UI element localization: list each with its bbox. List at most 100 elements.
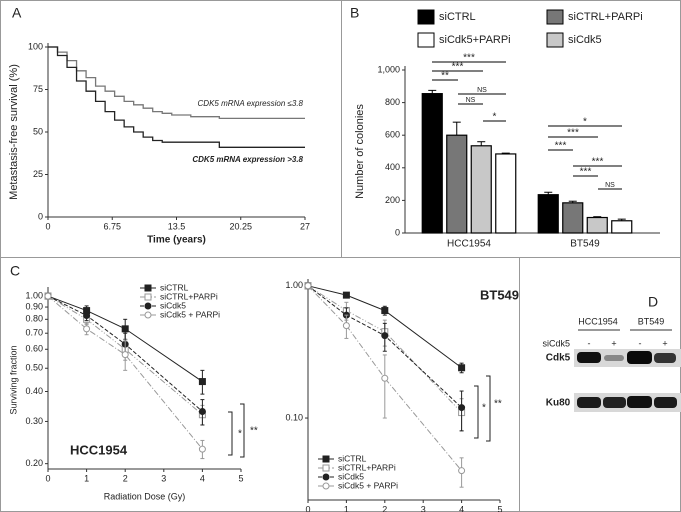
x-tick-label: 4 xyxy=(459,504,464,512)
significance-bracket xyxy=(474,385,479,439)
y-tick-label: 0.30 xyxy=(25,416,43,426)
significance-bracket xyxy=(486,375,491,442)
y-tick-label: 1,000 xyxy=(377,64,400,74)
band xyxy=(577,397,601,408)
significance-label: *** xyxy=(463,53,475,64)
marker xyxy=(342,291,350,299)
y-tick-label: 400 xyxy=(385,162,400,172)
x-tick-label: BT549 xyxy=(570,239,600,250)
treatment-label: siCdk5 xyxy=(542,338,570,348)
x-tick-label: 5 xyxy=(497,504,502,512)
legend-label: siCTRL xyxy=(439,11,476,23)
series-label: CDK5 mRNA expression >3.8 xyxy=(192,155,303,164)
marker xyxy=(381,307,389,315)
x-tick-label: 2 xyxy=(382,504,387,512)
panel-label: C xyxy=(10,263,20,279)
lane-label: + xyxy=(611,338,616,348)
legend-label: siCdk5 + PARPi xyxy=(338,480,398,490)
series-line xyxy=(47,295,203,382)
significance-label: *** xyxy=(452,62,464,73)
significance-label: NS xyxy=(605,182,615,189)
panel-label: B xyxy=(350,5,359,21)
marker xyxy=(322,464,330,472)
marker xyxy=(144,284,152,292)
marker xyxy=(458,364,466,372)
y-tick-label: 0.80 xyxy=(25,314,43,324)
y-tick-label: 0.60 xyxy=(25,344,43,354)
legend-label: siCdk5 + PARPi xyxy=(160,309,220,319)
significance-label: *** xyxy=(567,128,579,139)
x-tick-label: HCC1954 xyxy=(447,239,491,250)
cell-line-label: HCC1954 xyxy=(578,316,618,326)
significance-label: ** xyxy=(441,71,449,82)
cell-line-label: BT549 xyxy=(638,316,665,326)
legend-label: siCdk5 xyxy=(568,34,602,46)
chart-title: BT549 xyxy=(480,287,519,302)
significance-label: ** xyxy=(494,399,502,410)
legend-swatch xyxy=(417,9,435,25)
y-tick-label: 1.00 xyxy=(285,280,303,290)
y-tick-label: 0.10 xyxy=(285,412,303,422)
x-tick-label: 4 xyxy=(200,473,205,483)
marker xyxy=(322,473,330,481)
y-tick-label: 50 xyxy=(33,126,43,136)
band xyxy=(604,355,624,361)
series-line xyxy=(307,285,462,408)
marker xyxy=(322,482,330,490)
marker xyxy=(121,351,129,359)
significance-label: *** xyxy=(580,167,592,178)
x-tick-label: 27 xyxy=(300,221,310,231)
marker xyxy=(458,467,466,475)
y-tick-label: 0.20 xyxy=(25,458,43,468)
y-tick-label: 200 xyxy=(385,195,400,205)
legend-label: siCdk5 xyxy=(160,300,186,310)
lane-label: - xyxy=(588,338,591,348)
marker xyxy=(83,325,91,333)
marker xyxy=(144,302,152,310)
bar xyxy=(537,194,559,234)
y-tick-label: 0.40 xyxy=(25,386,43,396)
significance-label: * xyxy=(583,117,587,128)
band xyxy=(577,352,601,363)
y-tick-label: 0.50 xyxy=(25,363,43,373)
lane-label: - xyxy=(639,338,642,348)
y-tick-label: 25 xyxy=(33,169,43,179)
bar xyxy=(611,220,633,234)
y-tick-label: 600 xyxy=(385,130,400,140)
series-line xyxy=(307,285,462,471)
bar xyxy=(421,93,443,234)
x-tick-label: 0 xyxy=(45,473,50,483)
y-tick-label: 1.00 xyxy=(25,290,43,300)
band xyxy=(627,396,652,408)
panel-frame xyxy=(0,257,520,512)
y-axis-label: Surviving fraction xyxy=(8,345,18,414)
legend-swatch xyxy=(546,32,564,48)
series-label: CDK5 mRNA expression ≤3.8 xyxy=(198,99,304,108)
legend-swatch xyxy=(546,9,564,25)
legend-label: siCTRL+PARPi xyxy=(338,462,396,472)
x-axis-label: Radiation Dose (Gy) xyxy=(104,491,186,501)
y-tick-label: 75 xyxy=(33,84,43,94)
legend-label: siCTRL+PARPi xyxy=(568,11,643,23)
y-axis-label: Metastasis-free survival (%) xyxy=(8,64,20,200)
x-tick-label: 5 xyxy=(238,473,243,483)
x-tick-label: 13.5 xyxy=(168,221,186,231)
band xyxy=(654,397,677,408)
y-tick-label: 0 xyxy=(38,211,43,221)
significance-bracket xyxy=(240,403,245,458)
band xyxy=(603,397,626,408)
x-tick-label: 20.25 xyxy=(229,221,252,231)
bar xyxy=(495,153,517,234)
y-tick-label: 0 xyxy=(395,227,400,237)
marker xyxy=(198,408,206,416)
y-tick-label: 800 xyxy=(385,97,400,107)
protein-label: Cdk5 xyxy=(546,353,571,364)
marker xyxy=(144,311,152,319)
significance-label: *** xyxy=(592,157,604,168)
legend-label: siCdk5 xyxy=(338,471,364,481)
panel-frame xyxy=(0,0,342,258)
band xyxy=(627,351,652,364)
x-tick-label: 1 xyxy=(84,473,89,483)
western-blot: HCC1954 BT549 siCdk5 - + - + Cdk5 Ku80 xyxy=(542,316,681,412)
marker xyxy=(381,332,389,340)
